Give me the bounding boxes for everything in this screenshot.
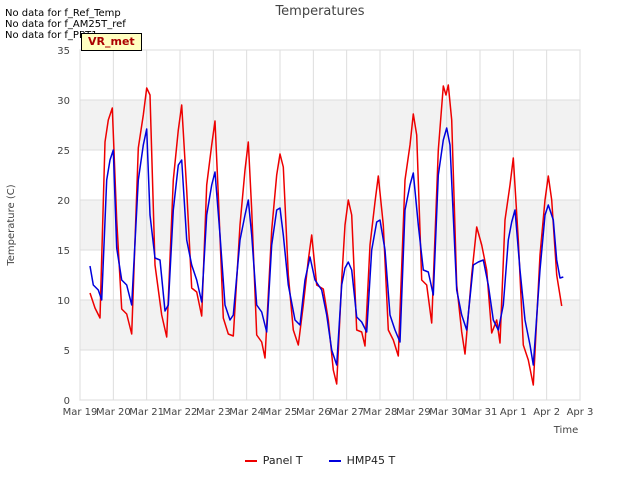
x-tick-label: Mar 30	[429, 407, 464, 418]
y-tick-label: 30	[57, 96, 70, 107]
background-bands	[80, 100, 580, 350]
legend-item-panel-t: Panel T	[244, 454, 303, 467]
y-tick-label: 10	[57, 296, 70, 307]
legend-item-hmp45-t: HMP45 T	[328, 454, 396, 467]
legend-label-panel-t: Panel T	[262, 454, 303, 467]
y-axis-label: Temperature (C)	[6, 184, 17, 266]
band-15	[80, 200, 580, 250]
y-tick-label: 0	[64, 396, 70, 407]
x-tick-label: Mar 21	[129, 407, 164, 418]
x-tick-label: Apr 2	[533, 407, 560, 418]
x-tick-label: Mar 24	[229, 407, 264, 418]
vr-met-badge: VR_met	[81, 33, 142, 51]
y-tick-label: 20	[57, 196, 70, 207]
series-line-hmp45-t	[89, 127, 564, 366]
notice-prt1: No data for f_PRT1	[5, 30, 98, 41]
notice-am25t-ref: No data for f_AM25T_ref	[5, 19, 126, 30]
y-axis-ticks: 0 5 10 15 20 25 30 35	[57, 46, 70, 407]
notice-ref-temp: No data for f_Ref_Temp	[5, 8, 121, 19]
x-tick-label: Mar 26	[296, 407, 331, 418]
x-tick-label: Mar 22	[163, 407, 198, 418]
band-25	[80, 100, 580, 150]
y-tick-label: 5	[64, 346, 70, 357]
legend-swatch-hmp45-t	[328, 459, 341, 462]
legend: Panel T HMP45 T	[0, 454, 640, 467]
x-tick-label: Mar 31	[463, 407, 498, 418]
y-tick-label: 25	[57, 146, 70, 157]
series-lines	[89, 84, 564, 386]
x-axis-label: Time	[553, 425, 578, 436]
x-tick-label: Apr 3	[567, 407, 594, 418]
x-tick-label: Mar 25	[263, 407, 298, 418]
x-tick-label: Mar 28	[363, 407, 398, 418]
x-tick-label: Mar 29	[396, 407, 431, 418]
chart-title: Temperatures	[274, 4, 364, 19]
y-tick-label: 15	[57, 246, 70, 257]
x-tick-label: Mar 19	[63, 407, 98, 418]
legend-label-hmp45-t: HMP45 T	[346, 454, 396, 467]
x-tick-label: Mar 27	[329, 407, 364, 418]
x-tick-label: Mar 23	[196, 407, 231, 418]
y-tick-label: 35	[57, 46, 70, 57]
x-tick-label: Mar 20	[96, 407, 131, 418]
x-tick-label: Apr 1	[500, 407, 527, 418]
legend-swatch-panel-t	[244, 459, 257, 462]
